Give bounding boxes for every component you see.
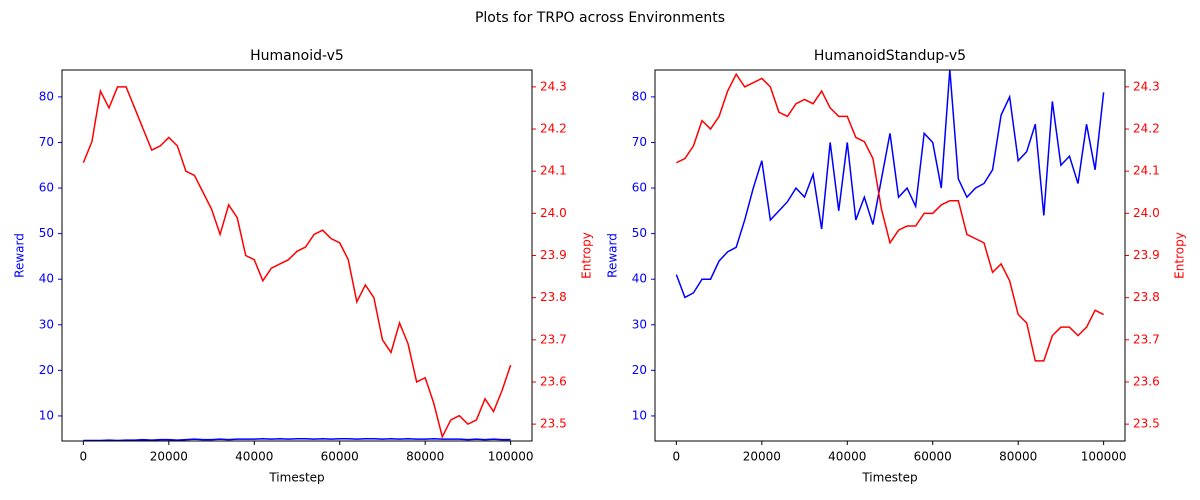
plot-frame [61,69,533,442]
y2-tick-label: 24.3 [1133,79,1160,93]
x-axis-label: Timestep [861,471,917,485]
x-tick-label: 80000 [406,450,444,464]
y2-tick-label: 23.6 [540,374,567,388]
y2-tick-label: 24.0 [1133,206,1160,220]
x-tick-label: 40000 [828,450,866,464]
y-tick-label: 40 [632,272,647,286]
x-tick-label: 0 [80,450,88,464]
x-tick-label: 20000 [150,450,188,464]
series-line [83,437,511,442]
y-tick-label: 70 [632,135,647,149]
subplot-title: HumanoidStandup-v5 [814,48,966,64]
y2-axis-label: Entropy [1173,232,1187,279]
figure-title: Plots for TRPO across Environments [475,10,725,26]
y-tick-label: 60 [39,181,54,195]
y-axis-label: Reward [606,233,620,278]
x-tick-label: 40000 [235,450,273,464]
x-tick-label: 100000 [1081,450,1127,464]
y-axis-label: Reward [13,233,27,278]
x-tick-label: 100000 [488,450,534,464]
y-tick-label: 20 [632,363,647,377]
y2-tick-label: 23.7 [1133,332,1160,346]
y2-tick-label: 23.6 [1133,374,1160,388]
y2-tick-label: 23.9 [1133,248,1160,262]
y-tick-label: 40 [39,272,54,286]
y-tick-label: 80 [632,89,647,103]
y-tick-label: 10 [632,408,647,422]
y-tick-label: 30 [39,317,54,331]
y-tick-label: 60 [632,181,647,195]
x-tick-label: 60000 [914,450,952,464]
y2-tick-label: 23.5 [1133,417,1160,431]
series-line [82,86,512,439]
y2-tick-label: 23.8 [540,290,567,304]
y2-tick-label: 24.1 [540,164,567,178]
y-tick-label: 80 [39,89,54,103]
plot-frame [654,69,1126,442]
x-tick-label: 80000 [999,450,1037,464]
series-line [676,72,1104,362]
y2-axis-label: Entropy [580,232,594,279]
x-tick-label: 0 [673,450,681,464]
y-tick-label: 30 [632,317,647,331]
y-tick-label: 50 [39,226,54,240]
series-line [675,69,1105,299]
x-tick-label: 60000 [321,450,359,464]
x-axis-label: Timestep [268,471,324,485]
y2-tick-label: 24.3 [540,79,567,93]
y-tick-label: 10 [39,408,54,422]
y2-tick-label: 23.8 [1133,290,1160,304]
subplot-title: Humanoid-v5 [250,48,344,64]
y-tick-label: 70 [39,135,54,149]
y2-tick-label: 24.1 [1133,164,1160,178]
y2-tick-label: 23.9 [540,248,567,262]
y-tick-label: 20 [39,363,54,377]
y2-tick-label: 24.0 [540,206,567,220]
x-tick-label: 20000 [743,450,781,464]
y-tick-label: 50 [632,226,647,240]
y2-tick-label: 23.7 [540,332,567,346]
y2-tick-label: 24.2 [1133,122,1160,136]
y2-tick-label: 24.2 [540,122,567,136]
y2-tick-label: 23.5 [540,417,567,431]
